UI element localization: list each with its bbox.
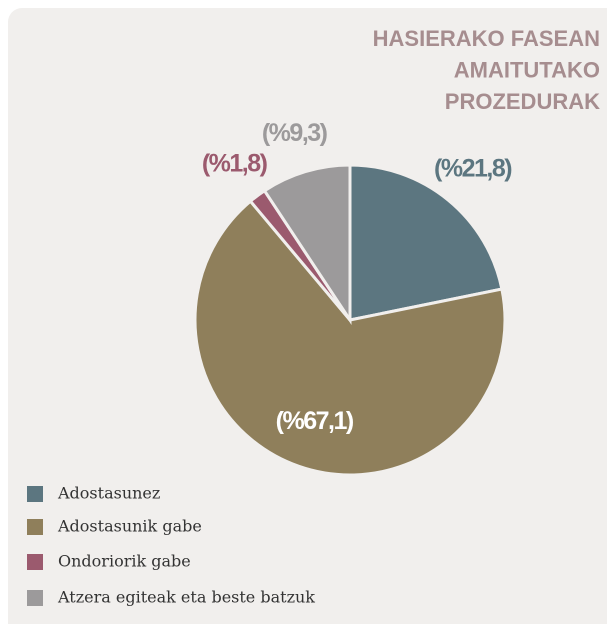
value-label: (%21,8) (434, 155, 512, 183)
value-label: (%67,1) (276, 407, 354, 435)
pie-slice (348, 163, 504, 322)
legend-label: Adostasunez (57, 484, 160, 503)
chart-title: HASIERAKO FASEAN (373, 26, 600, 51)
legend-swatch (27, 590, 43, 606)
legend-label: Atzera egiteak eta beste batzuk (57, 588, 315, 607)
legend-swatch (27, 519, 43, 535)
chart-title: PROZEDURAK (445, 89, 600, 114)
pie-slice (262, 163, 352, 325)
value-label: (%1,8) (202, 149, 268, 177)
pie-slice (193, 199, 507, 477)
legend-label: Adostasunik gabe (57, 517, 202, 536)
legend-label: Ondoriorik gabe (58, 552, 191, 571)
chart-title: AMAITUTAKO (454, 57, 600, 82)
legend-swatch (27, 554, 43, 570)
legend-swatch (27, 486, 43, 502)
value-label: (%9,3) (262, 119, 328, 147)
